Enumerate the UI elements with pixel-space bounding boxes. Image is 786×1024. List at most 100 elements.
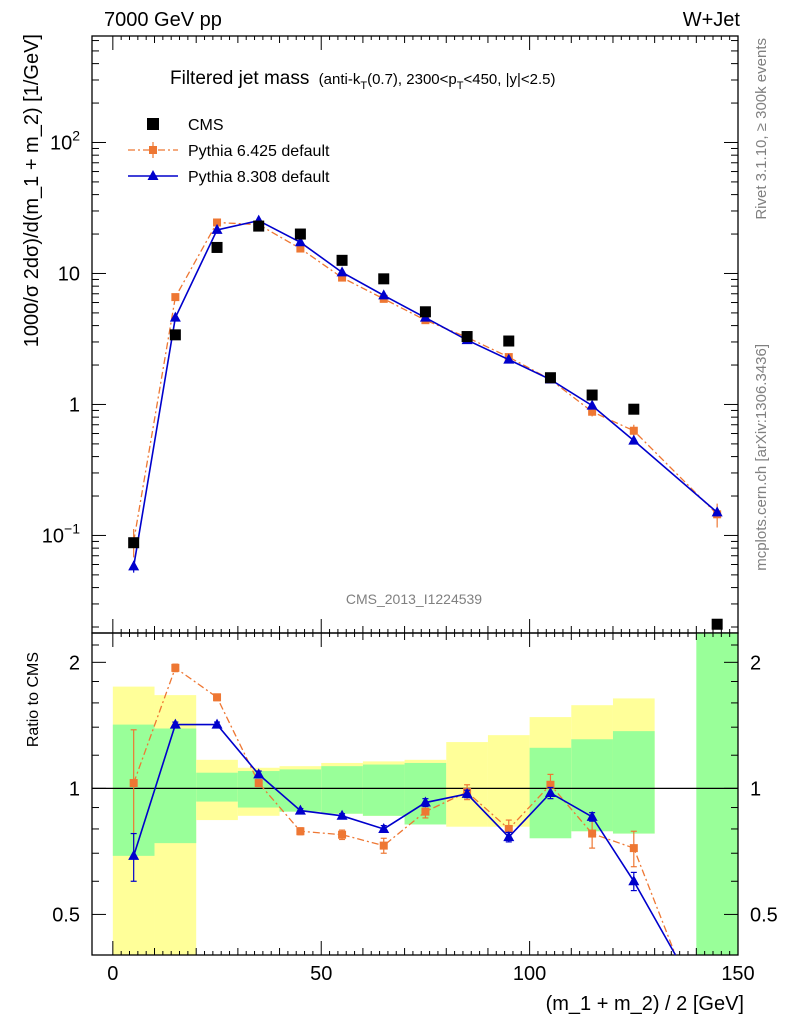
cms-point [711, 618, 723, 630]
pythia6-ratio-point [629, 844, 638, 853]
x-tick-label: 50 [310, 963, 332, 985]
pythia8-ratio-line [132, 723, 677, 956]
ratio-y-tick-label-right: 0.5 [750, 904, 778, 926]
y-tick-label: 102 [50, 127, 80, 154]
pythia8-ratio-point [294, 804, 306, 815]
pythia8-point [128, 560, 140, 571]
cms-point [544, 372, 556, 384]
pythia8-point [378, 289, 390, 300]
y-tick-label: 10 [58, 263, 80, 285]
ratio-y-axis-label: Ratio to CMS [25, 652, 42, 747]
pythia8-ratio-point [419, 796, 431, 807]
cms-point [378, 273, 390, 285]
y-tick-label: 10−1 [42, 520, 80, 547]
cms-point [419, 306, 431, 318]
pythia8-ratio-point [128, 849, 140, 860]
pythia6-ratio-point [504, 824, 513, 833]
pythia6-point [338, 273, 347, 282]
pythia8-ratio-point [503, 831, 515, 842]
pythia8-point [211, 223, 223, 234]
ratio-y-tick-label: 1 [69, 778, 80, 800]
pythia8-point [711, 506, 723, 517]
uncertainty-band-yellow [487, 735, 530, 827]
pythia8-point [628, 434, 640, 445]
x-tick-label: 0 [107, 963, 118, 985]
legend-label: CMS [188, 117, 224, 134]
pythia6-point [213, 218, 222, 227]
cms-point [503, 335, 515, 347]
pythia6-ratio-point [379, 841, 388, 850]
pythia8-line [132, 219, 718, 567]
cms-point [294, 228, 306, 240]
uncertainty-band-green [612, 731, 655, 834]
cms-point [211, 241, 223, 253]
pythia8-ratio-point [169, 718, 181, 729]
main-panel: 10−1 1 10 102 [42, 35, 739, 634]
x-axis-label: (m_1 + m_2) / 2 [GeV] [546, 993, 744, 1015]
pythia8-ratio-point [253, 768, 265, 779]
cms-point [628, 403, 640, 415]
legend-label: Pythia 8.308 default [188, 169, 330, 186]
pythia8-point [294, 236, 306, 247]
pythia6-ratio-point [213, 693, 222, 702]
cms-point [128, 537, 140, 549]
pythia8-ratio-point [461, 787, 473, 798]
cms-point [336, 254, 348, 266]
pythia6-ratio-point [338, 830, 347, 839]
pythia6-ratio-point [171, 663, 180, 672]
ratio-y-tick-label: 2 [69, 652, 80, 674]
legend-label: Pythia 6.425 default [188, 143, 330, 160]
pythia8-point [586, 399, 598, 410]
pythia8-point [503, 353, 515, 364]
legend-cms-marker [147, 118, 159, 130]
pythia8-point [169, 311, 181, 322]
cms-point [461, 331, 473, 343]
uncertainty-band-green [154, 728, 197, 844]
main-y-axis-label: 1000/σ 2dσ)/d(m_1 + m_2) [1/GeV] [21, 34, 43, 347]
rivet-label: Rivet 3.1.10, ≥ 300k events [753, 38, 770, 220]
pythia6-point [629, 426, 638, 435]
pythia8-ratio-point [628, 875, 640, 886]
legend-pythia8-marker [147, 170, 159, 180]
energy-label: 7000 GeV pp [104, 9, 222, 31]
pythia6-line [133, 221, 718, 542]
x-tick-label: 100 [513, 963, 546, 985]
ratio-y-tick-label: 0.5 [52, 904, 80, 926]
pythia6-point [588, 407, 597, 416]
pythia6-ratio-point [588, 829, 597, 838]
plot-title-cuts: (anti-kT(0.7), 2300<pT<450, |y|<2.5) [319, 71, 556, 92]
cms-point [169, 329, 181, 341]
pythia8-ratio-point [586, 810, 598, 821]
pythia6-ratio-point [296, 827, 305, 836]
pythia8-ratio-point [336, 809, 348, 820]
pythia8-ratio-point [378, 822, 390, 833]
pythia6-ratio-point [254, 778, 263, 787]
analysis-id: CMS_2013_I1224539 [346, 591, 482, 607]
ratio-panel: 0 50 100 150 0.5 0.5 1 1 2 2 [52, 36, 778, 985]
uncertainty-band-green [362, 764, 405, 816]
pythia8-ratio-point [544, 786, 556, 797]
pythia8-point [336, 266, 348, 277]
pythia6-ratio-point [546, 780, 555, 789]
source-label: mcplots.cern.ch [arXiv:1306.3436] [753, 344, 770, 571]
cms-point [586, 389, 598, 401]
y-tick-label: 1 [69, 394, 80, 416]
ratio-y-tick-label-right: 2 [750, 652, 761, 674]
uncertainty-band-green [279, 769, 322, 812]
process-label: W+Jet [683, 9, 741, 31]
pythia6-ratio-point [129, 778, 138, 787]
uncertainty-band-green [696, 633, 738, 955]
pythia6-point [171, 293, 180, 302]
x-tick-label: 150 [721, 963, 754, 985]
pythia8-ratio-point [211, 718, 223, 729]
pythia6-point [296, 244, 305, 253]
ratio-y-tick-label-right: 1 [750, 778, 761, 800]
cms-point [253, 220, 265, 232]
pythia6-ratio-point [421, 807, 430, 816]
legend: CMS Pythia 6.425 default Pythia 8.308 defa… [128, 117, 330, 186]
legend-pythia6-marker [149, 146, 157, 154]
plot-title: Filtered jet mass (anti-kT(0.7), 2300<pT… [170, 68, 556, 92]
ratio-frame [91, 632, 739, 956]
uncertainty-band-green [196, 772, 238, 802]
